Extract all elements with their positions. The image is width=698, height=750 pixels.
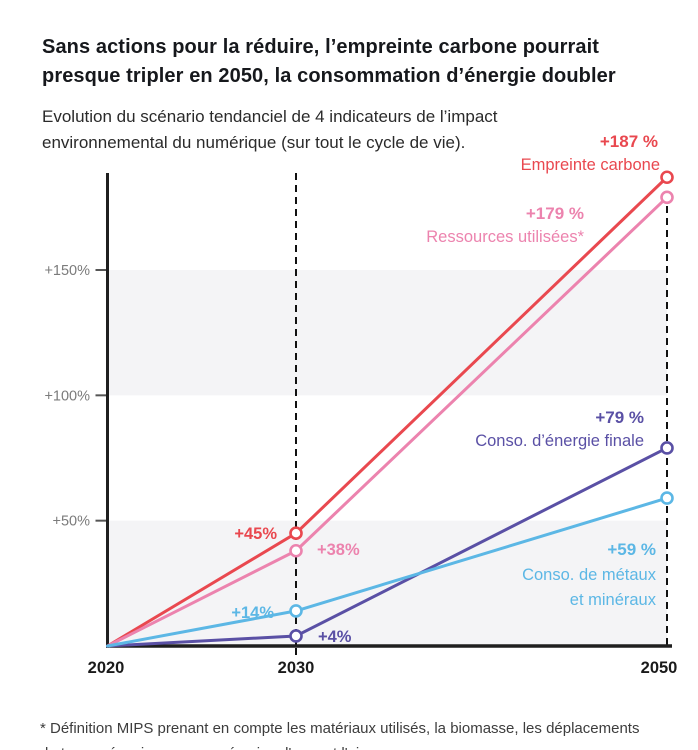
grid-band <box>109 270 667 396</box>
chart-title-line-1: Sans actions pour la réduire, l’empreint… <box>42 36 600 59</box>
data-point-series-1-2050 <box>660 190 674 205</box>
chart-subtitle: Evolution du scénario tendanciel de 4 in… <box>42 104 662 156</box>
data-point-series-1-2030 <box>289 543 303 558</box>
footnote-line-2: de terre mécaniques ou par érosion, l'ea… <box>40 741 680 750</box>
line-chart: +50% +100% +150% 2020 2030 2050 +187 % Empreint… <box>0 130 698 690</box>
series-mid-value-label-2: +4% <box>318 628 352 646</box>
series-end-value-label-3: +59 % <box>607 540 656 559</box>
footnote-line-1: * Définition MIPS prenant en compte les … <box>40 720 640 737</box>
data-point-series-0-2050 <box>660 170 674 185</box>
data-point-series-3-2030 <box>289 604 303 618</box>
x-tick-label: 2050 <box>641 659 678 677</box>
series-name-label-0: Empreinte carbone <box>521 156 660 174</box>
x-tick-label: 2020 <box>88 659 125 677</box>
series-mid-value-label-0: +45% <box>234 525 277 543</box>
y-tick-label: +150% <box>44 263 90 279</box>
series-end-value-label-2: +79 % <box>595 408 644 427</box>
chart-title-line-2: presque tripler en 2050, la consommation… <box>42 65 616 88</box>
footnote: * Définition MIPS prenant en compte les … <box>40 716 680 750</box>
chart-subtitle-line-1: Evolution du scénario tendanciel de 4 in… <box>42 107 498 126</box>
series-end-value-label-0: +187 % <box>600 132 658 151</box>
data-point-series-3-2050 <box>660 491 674 505</box>
series-name-label-1: Ressources utilisées* <box>426 228 584 246</box>
data-point-series-2-2030 <box>289 629 303 643</box>
series-mid-value-label-1: +38% <box>317 541 360 559</box>
series-name-label-3: Conso. de métaux <box>522 566 657 584</box>
line-chart-canvas: +50% +100% +150% 2020 2030 2050 +187 % Empreint… <box>44 132 678 677</box>
y-tick-label: +100% <box>44 388 90 404</box>
series-name-label-3: et minéraux <box>570 591 657 609</box>
series-end-value-label-1: +179 % <box>526 204 584 223</box>
chart-title: Sans actions pour la réduire, l’empreint… <box>42 33 682 91</box>
series-name-label-2: Conso. d’énergie finale <box>475 432 644 450</box>
x-tick-label: 2030 <box>278 659 315 677</box>
y-tick-label: +50% <box>53 514 91 530</box>
series-mid-value-label-3: +14% <box>231 604 274 622</box>
data-point-series-2-2050 <box>660 441 674 455</box>
chart-subtitle-line-2: environnemental du numérique (sur tout l… <box>42 133 466 152</box>
data-point-series-0-2030 <box>289 526 303 541</box>
